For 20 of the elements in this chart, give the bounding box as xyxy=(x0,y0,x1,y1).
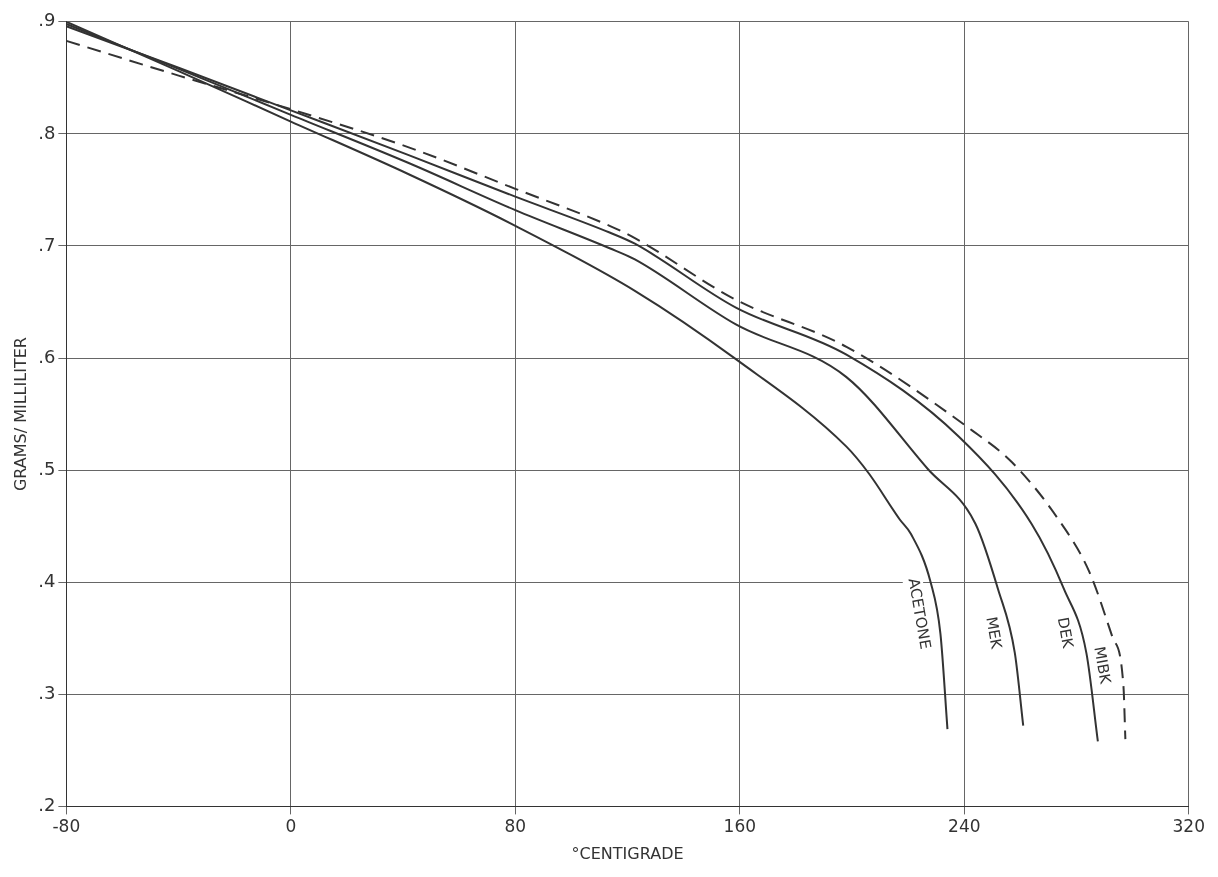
y-tick-label: .6 xyxy=(38,345,56,367)
x-tick-label: 320 xyxy=(1172,816,1205,837)
x-tick-label: 240 xyxy=(948,816,981,837)
y-axis-title: GRAMS/ MILLILITER xyxy=(10,337,30,492)
y-tick-label: .9 xyxy=(38,9,56,31)
y-tick-label: .2 xyxy=(38,794,56,816)
text: MIBK xyxy=(1090,645,1115,687)
x-tick-label: 160 xyxy=(723,816,757,837)
x-tick-label: 80 xyxy=(504,816,527,837)
y-tick-label: .8 xyxy=(38,121,56,143)
y-tick-label: .4 xyxy=(38,569,56,591)
x-axis-title: °CENTIGRADE xyxy=(571,843,684,863)
x-tick-label: 0 xyxy=(285,816,297,837)
y-tick-label: .7 xyxy=(38,233,56,255)
x-tick-label: -80 xyxy=(52,816,81,837)
text: ACETONE xyxy=(904,576,935,651)
text: MEK xyxy=(982,615,1006,652)
y-tick-label: .5 xyxy=(38,457,56,479)
y-tick-label: .3 xyxy=(38,681,56,703)
text: DEK xyxy=(1053,615,1078,651)
